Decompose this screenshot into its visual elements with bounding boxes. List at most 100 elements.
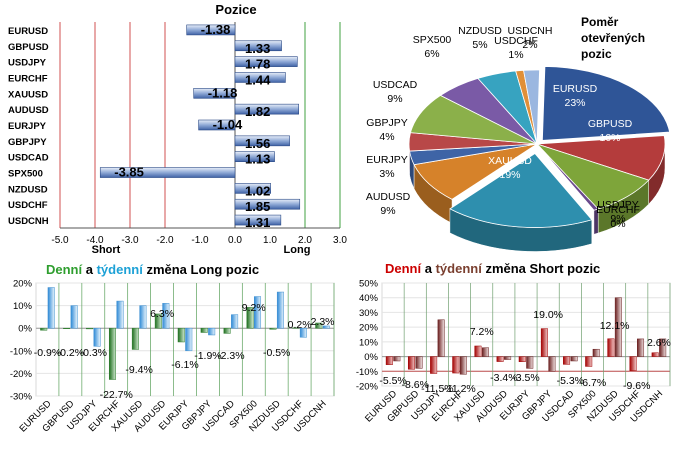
y-tick-label: -10%	[10, 346, 33, 357]
short-grid	[381, 282, 671, 387]
position-bar	[234, 135, 290, 147]
position-bar	[234, 56, 298, 67]
data-label: 7.2%	[470, 326, 494, 338]
pie-slice-percent: 9%	[387, 93, 402, 105]
data-label: 12.1%	[600, 320, 630, 332]
weekly-change-bar	[70, 305, 78, 329]
pie-slice-name: USDCHF	[494, 35, 538, 47]
category-label: USDCAD	[8, 153, 49, 164]
weekly-change-bar	[139, 305, 147, 329]
position-bar	[234, 151, 275, 162]
y-tick-label: 10%	[359, 337, 379, 348]
long-title-daily: Denní	[46, 262, 83, 277]
data-label: -22.7%	[100, 389, 133, 401]
pie-slice-name: GBPJPY	[366, 117, 407, 129]
short-chart-title: Denní a týdenní změna Short pozic	[385, 261, 600, 276]
pie-slice-name: SPX500	[413, 34, 452, 46]
pie-slice-percent: 2%	[522, 39, 537, 51]
weekly-change-bar	[254, 296, 262, 329]
weekly-change-bar	[415, 356, 423, 369]
y-tick-label: 40%	[359, 293, 379, 304]
data-label: -0.2%	[57, 347, 84, 359]
category-label: EURJPY	[8, 121, 47, 132]
pie-slice-percent: 3%	[379, 168, 394, 180]
daily-change-bar	[86, 327, 94, 330]
daily-change-bar	[246, 307, 254, 329]
pie-slice-percent: 10%	[599, 132, 620, 144]
short-bars	[385, 297, 667, 375]
short-title-daily: Denní	[385, 261, 422, 276]
data-label: -9.6%	[623, 380, 650, 392]
data-label: -2.3%	[217, 350, 244, 362]
weekly-change-bar	[637, 338, 645, 357]
x-tick-label: -2.0	[156, 235, 174, 246]
long-category-labels: EURUSDGBPUSDUSDJPYEURCHFXAUUSDAUDUSDEURJ…	[17, 398, 328, 435]
y-tick-label: -20%	[10, 369, 33, 380]
daily-change-bar	[585, 356, 593, 367]
position-value-label: 1.33	[245, 41, 270, 56]
long-title-and: a	[82, 262, 96, 277]
short-category-labels: EURUSDGBPUSDUSDJPYEURCHFXAUUSDAUDUSDEURJ…	[363, 388, 665, 425]
category-label: EURUSD	[8, 26, 48, 37]
pie-title-line-1: Poměr	[581, 15, 619, 29]
x-tick-label: -3.0	[121, 235, 139, 246]
long-annotation: Long	[284, 244, 311, 256]
weekly-change-bar	[548, 356, 556, 372]
position-value-label: 1.13	[245, 152, 270, 167]
position-bar	[99, 167, 236, 178]
weekly-change-bar	[614, 297, 622, 357]
position-value-label: 1.82	[245, 104, 270, 119]
plot-area	[381, 282, 671, 387]
x-tick-label: -1.0	[191, 235, 209, 246]
category-label: USDJPY	[8, 58, 47, 69]
data-label: -8.6%	[402, 379, 429, 391]
y-tick-label: 50%	[359, 279, 379, 290]
x-tick-label: 0.0	[228, 235, 242, 246]
data-label: -6.7%	[579, 377, 606, 389]
daily-change-bar	[407, 356, 415, 370]
long-data-labels: -0.9%-0.2%-0.3% -22.7% -9.4% 6.3% -6.1%-1.9%…	[34, 302, 335, 401]
position-value-label: 1.31	[245, 215, 270, 230]
short-title-and: a	[421, 261, 435, 276]
pie-slice-percent: 5%	[472, 39, 487, 51]
weekly-change-bar	[276, 291, 284, 329]
positions-chart-title: Pozice	[215, 2, 256, 17]
short-title-rest: změna Short pozic	[482, 261, 600, 276]
category-label: AUDUSD	[8, 105, 49, 116]
position-value-label: -3.85	[114, 165, 144, 180]
daily-change-bar	[430, 356, 438, 374]
pie-slice-name: USDCAD	[373, 79, 418, 91]
category-label: SPX500	[8, 169, 43, 180]
daily-change-bar	[563, 356, 571, 365]
weekly-change-bar	[504, 356, 512, 360]
daily-change-bar	[108, 327, 116, 380]
pie-slice-percent: 1%	[508, 49, 523, 61]
short-title-weekly: týdenní	[436, 261, 483, 276]
x-tick-label: -5.0	[51, 235, 69, 246]
pie-slice-name: EURJPY	[366, 154, 407, 166]
daily-change-bar	[63, 327, 71, 329]
data-label: -5.5%	[379, 375, 406, 387]
long-chart-title: Denní a týdenní změna Long pozic	[46, 262, 259, 277]
data-label: 6.3%	[150, 308, 174, 320]
category-label: GBPUSD	[8, 42, 49, 53]
daily-change-bar	[385, 356, 393, 365]
pie-slice-percent: 0%	[610, 218, 625, 230]
position-bar	[198, 119, 236, 131]
pie-slice-name: USDJPY	[597, 199, 638, 211]
data-label: -9.4%	[125, 364, 152, 376]
daily-change-bar	[177, 327, 185, 343]
weekly-change-bar	[322, 325, 330, 329]
daily-change-bar	[496, 356, 504, 362]
weekly-change-bar	[437, 319, 445, 357]
category-label: USDCHF	[8, 200, 48, 211]
pie-slice-labels: EURUSD23%GBPUSD10%USDJPY9%EURCHF0%XAUUSD…	[366, 25, 640, 230]
pie-title-line-3: pozic	[581, 47, 612, 61]
pie-title-line-2: otevřených	[581, 31, 645, 45]
data-label: 2.3%	[311, 316, 335, 328]
weekly-change-bar	[162, 303, 170, 329]
position-value-label: -1.18	[208, 85, 238, 100]
daily-change-bar	[223, 327, 231, 334]
pie-slice-name: NZDUSD	[458, 25, 502, 37]
